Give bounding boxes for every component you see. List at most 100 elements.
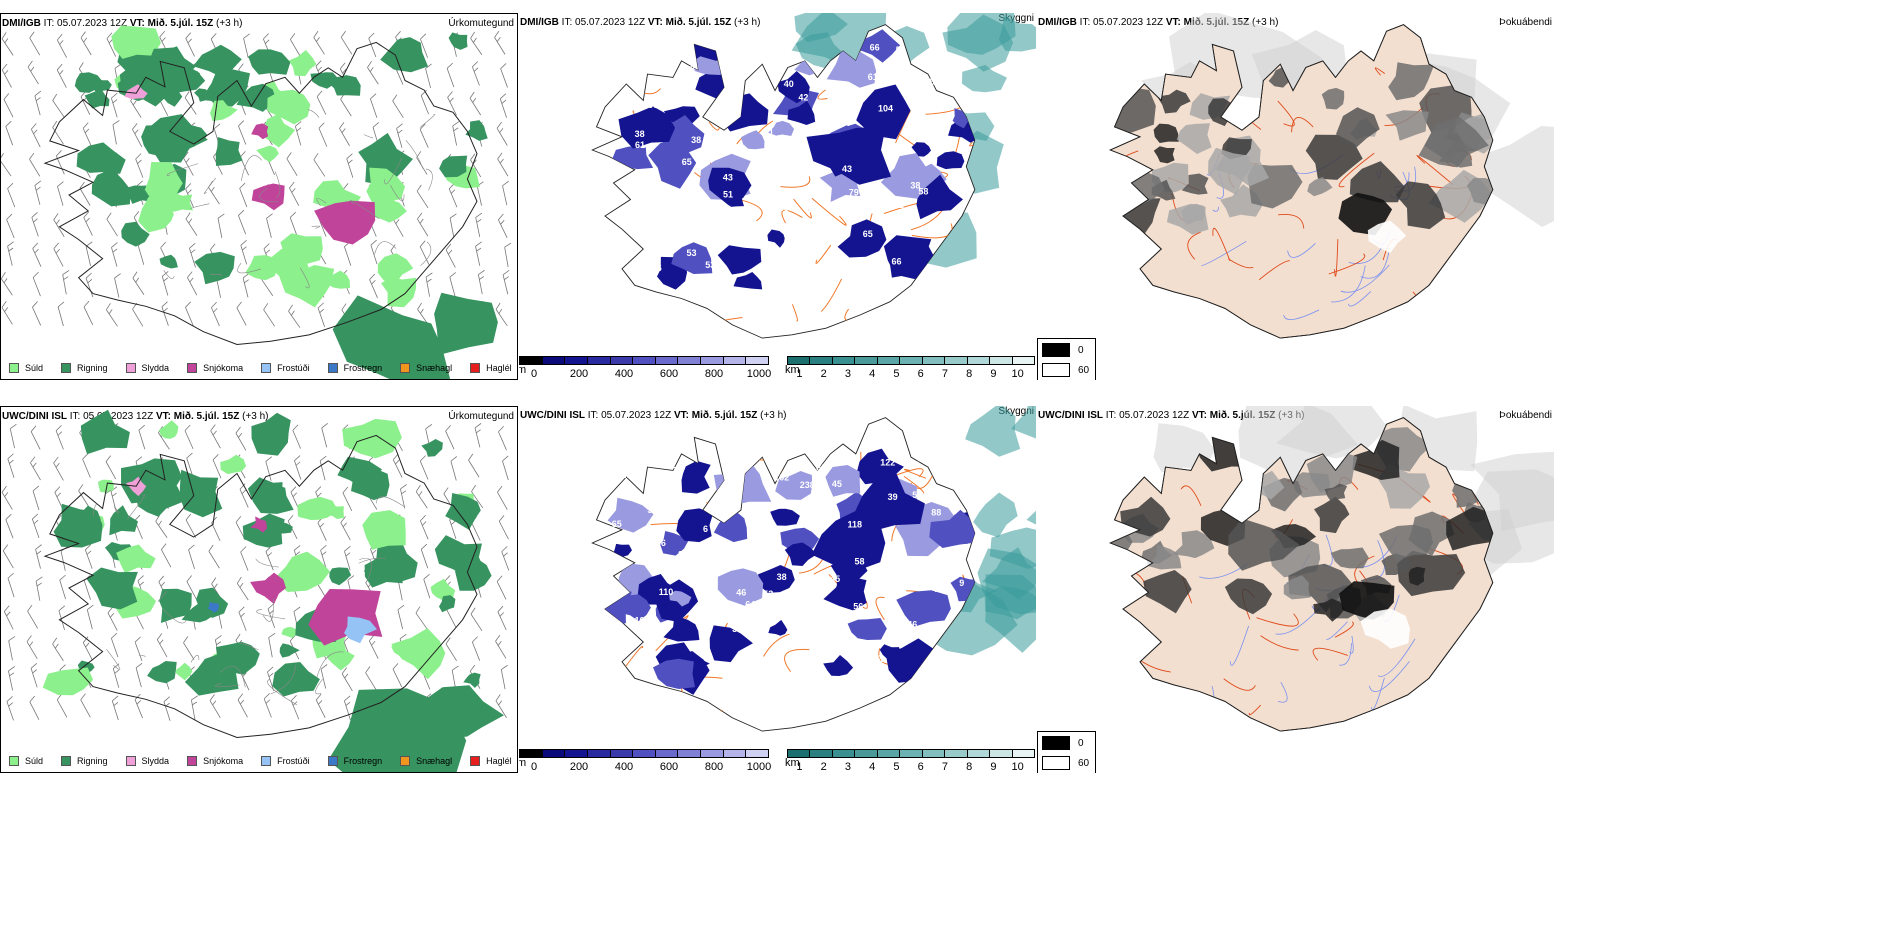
cloud-title: Skyggni [998,13,1034,24]
colorbar-cell [678,357,702,364]
field-blob [111,25,161,59]
fog-legend-label-0: 0 [1078,737,1084,749]
field-blob [1473,126,1554,228]
wind-barb [420,33,429,58]
road-line [419,114,436,128]
wind-barb [86,604,94,630]
precip-map [1,25,512,379]
fog-legend: 0 60 [1037,338,1096,380]
wind-barb [32,485,40,511]
wind-barb [56,63,67,88]
field-blob [329,567,352,586]
legend-item-frostudi: Frostúði [261,756,310,766]
colorbar-cell [1012,357,1034,364]
wind-barb [370,239,378,265]
field-blob [86,567,138,610]
field-blob [823,655,854,676]
cloud-base-label: 50 [648,100,658,110]
wind-barb [155,514,168,539]
river-line [1201,240,1247,266]
road-line [1277,100,1295,127]
road-line [820,278,843,312]
colorbar-tick-label: 9 [990,368,997,380]
road-line [299,267,310,289]
fog-legend-label-60: 60 [1078,364,1090,376]
road-line [262,598,274,622]
wind-barb [211,301,220,327]
field-blob [121,221,150,247]
wind-barb [340,30,353,55]
road-line [938,653,946,661]
legend-label-haglel: Haglél [486,756,512,766]
road-line [425,168,433,191]
cloud-base-label: 103 [634,616,649,626]
cloud-base-label: 66 [870,42,880,52]
wind-barb [134,636,143,662]
field-blob [256,145,279,163]
field-blob [369,195,407,223]
cloud-base-label: 51 [905,121,915,131]
cloud-base-label: 40 [820,609,830,619]
wind-barb [502,455,509,481]
cloud-base-label: 81 [837,609,847,619]
river-line [1331,265,1366,303]
field-blob [770,508,800,526]
field-blob [854,473,925,533]
wind-barb [294,455,302,480]
field-blob [1283,575,1311,600]
colorbar-unit: km [785,757,800,769]
field-blob [663,615,700,642]
wind-barb [294,121,302,146]
wind-barb [368,32,377,58]
wind-barb [184,424,194,450]
field-blob [1418,116,1489,168]
precip-legend: Súld Rigning Slydda Snjókoma Frostúði Frostre… [1,751,517,771]
fog-map [1109,406,1554,732]
fog-legend: 0 60 [1037,731,1096,773]
field-blob [823,577,867,611]
fog-legend-label-60: 60 [1078,757,1090,769]
field-blob [138,196,174,233]
field-blob [421,439,443,457]
road-line [315,678,323,695]
wind-barb [30,425,41,450]
colorbar-tick-label: 7 [941,368,948,380]
wind-barb [420,89,429,115]
colorbar-tick-label: 800 [704,368,724,380]
field-blob [1385,110,1429,141]
field-blob [1181,173,1209,195]
wind-barb [470,31,483,56]
road-line [259,187,279,203]
road-line [1334,621,1354,638]
wind-barb [52,637,64,662]
colorbar-cell [701,750,724,757]
road-line [1258,260,1290,281]
field-blob [653,658,695,689]
colorbar-cell [587,357,611,364]
legend-swatch-snaehagl [400,756,411,766]
field-blob [1307,176,1333,197]
cloud-base-label: 118 [848,519,863,529]
cloud-base-label: 38 [815,512,825,522]
field-blob [768,120,795,136]
legend-label-snaehagl: Snæhagl [416,756,453,766]
wind-barb [138,424,146,450]
field-blob [1288,563,1354,613]
field-blob [159,254,178,269]
wind-barb [475,241,482,266]
wind-barb [502,180,509,206]
road-line [875,596,885,621]
cloud-base-label: 51 [704,545,714,555]
legend-swatch-frostregn [327,756,338,766]
field-blob [109,505,138,536]
field-blob [758,565,795,593]
colorbar-tick-label: 1 [796,761,803,773]
legend-label-frostudi: Frostúði [277,756,310,766]
wind-barb [7,572,15,598]
wind-barb [110,632,119,658]
wind-barb [53,213,65,237]
field-blob [1224,578,1273,615]
road-line [623,646,644,669]
field-blob [717,568,764,606]
field-blob [1026,510,1036,525]
